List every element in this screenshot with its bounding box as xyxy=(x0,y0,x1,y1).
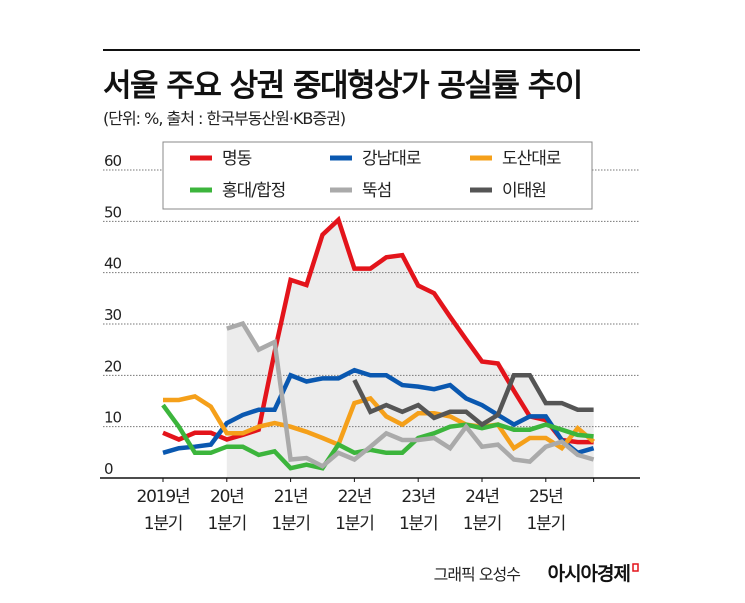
legend-label: 강남대로 xyxy=(362,149,421,169)
legend-label: 이태원 xyxy=(502,181,546,201)
x-tick-year: 24년 xyxy=(465,487,499,507)
x-tick-quarter: 1분기 xyxy=(399,514,438,534)
x-tick-year: 21년 xyxy=(274,487,308,507)
shaded-envelope xyxy=(226,219,594,478)
series-line-1 xyxy=(162,367,595,456)
x-tick-quarter: 1분기 xyxy=(335,514,374,534)
series-line-0 xyxy=(162,215,594,445)
y-tick-label: 20 xyxy=(104,357,122,375)
series-line-4 xyxy=(226,320,595,469)
x-tick-quarter: 1분기 xyxy=(527,514,566,534)
y-tick-label: 30 xyxy=(104,306,122,324)
chart-title: 서울 주요 상권 중대형상가 공실률 추이 xyxy=(103,68,582,104)
x-tick-year: 2019년 xyxy=(137,487,190,507)
brand-logo: 아시아경제 xyxy=(548,563,630,585)
y-tick-label: 10 xyxy=(104,409,122,427)
x-tick-year: 20년 xyxy=(210,487,244,507)
y-tick-label: 60 xyxy=(104,152,122,170)
y-tick-label: 40 xyxy=(104,255,122,273)
legend-label: 뚝섬 xyxy=(362,181,391,201)
shaded-area xyxy=(226,219,594,478)
series-lines xyxy=(161,215,596,471)
x-tick-quarter: 1분기 xyxy=(271,514,310,534)
legend-label: 홍대/합정 xyxy=(222,181,285,201)
legend-box xyxy=(162,141,593,210)
credit-author: 그래픽 오성수 xyxy=(434,565,521,584)
legend-label: 명동 xyxy=(222,149,252,169)
x-tick-quarter: 1분기 xyxy=(208,514,247,534)
x-tick-quarter: 1분기 xyxy=(463,514,502,534)
y-tick-label: 50 xyxy=(104,203,122,221)
y-tick-label: 0 xyxy=(104,460,113,478)
x-axis: 2019년 1분기 20년 1분기 21년 1분기 22년 1분기 23년 1분기 24년 1분기 25… xyxy=(100,477,640,534)
x-tick-year: 22년 xyxy=(338,487,372,507)
chart-subtitle: (단위: %, 출처 : 한국부동산원·KB증권) xyxy=(103,109,345,128)
x-tick-year: 23년 xyxy=(401,487,435,507)
series-line-5 xyxy=(352,373,594,428)
series-line-3 xyxy=(161,403,594,471)
brand-mark-icon xyxy=(632,563,639,572)
x-tick-year: 25년 xyxy=(529,487,563,507)
x-tick-quarter: 1분기 xyxy=(144,514,183,534)
legend-label: 도산대로 xyxy=(502,149,561,169)
